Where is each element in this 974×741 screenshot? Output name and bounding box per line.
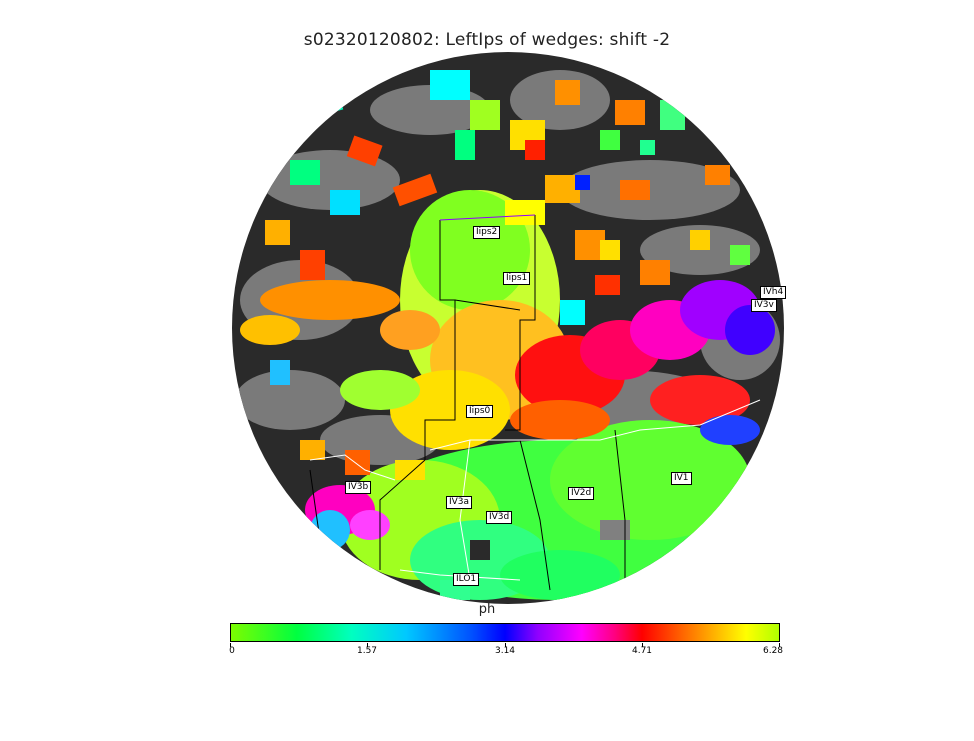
flatmap-disc <box>232 52 784 604</box>
colorbar-tick <box>230 643 231 647</box>
phase-colorbar <box>230 623 780 642</box>
colorbar-tick-label: 0 <box>229 646 235 656</box>
colorbar-tick-label: 3.14 <box>494 646 516 656</box>
roi-label-v3d: IV3d <box>486 511 513 524</box>
roi-label-ips1: Iips1 <box>503 272 531 285</box>
colorbar-tick <box>642 643 643 647</box>
roi-label-ips2: Iips2 <box>473 226 501 239</box>
colorbar-tick <box>505 643 506 647</box>
colorbar-tick-label: 1.57 <box>356 646 378 656</box>
roi-label-v2d: IV2d <box>568 487 595 500</box>
colorbar-tick-label: 6.28 <box>762 646 784 656</box>
colorbar-tick <box>779 643 780 647</box>
roi-label-v3b: IV3b <box>345 481 372 494</box>
roi-label-v3v: IV3v <box>751 299 777 312</box>
roi-boundaries <box>309 214 761 591</box>
roi-label-vh4: IVh4 <box>760 286 787 299</box>
figure-title: s02320120802: LeftIps of wedges: shift -… <box>303 30 671 50</box>
roi-label-v1: IV1 <box>671 472 692 485</box>
colorbar-label: ph <box>478 602 496 617</box>
roi-label-v3a: IV3a <box>446 496 473 509</box>
roi-label-ips0: Iips0 <box>466 405 494 418</box>
colorbar-tick-label: 4.71 <box>631 646 653 656</box>
colorbar-tick <box>367 643 368 647</box>
roi-label-lo1: ILO1 <box>453 573 480 586</box>
